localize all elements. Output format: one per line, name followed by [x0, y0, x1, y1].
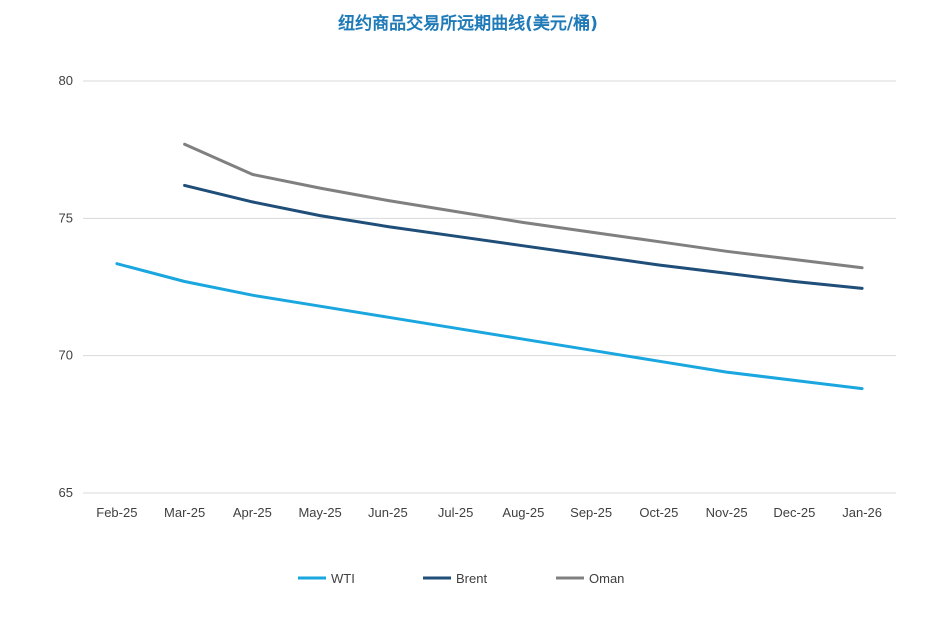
- x-axis-ticks: Feb-25 Mar-25 Apr-25 May-25 Jun-25 Jul-25 Aug-…: [96, 505, 882, 520]
- legend-label-brent: Brent: [456, 571, 487, 586]
- x-tick-label: Dec-25: [773, 505, 815, 520]
- x-tick-label: Nov-25: [706, 505, 748, 520]
- x-tick-label: Mar-25: [164, 505, 205, 520]
- x-tick-label: Jan-26: [842, 505, 882, 520]
- x-tick-label: Apr-25: [233, 505, 272, 520]
- x-tick-label: Feb-25: [96, 505, 137, 520]
- y-tick-label: 70: [59, 348, 73, 363]
- x-tick-label: Oct-25: [639, 505, 678, 520]
- x-tick-label: Jul-25: [438, 505, 473, 520]
- chart-title: 纽约商品交易所远期曲线(美元/桶): [338, 13, 598, 34]
- legend: WTI Brent Oman: [298, 571, 624, 586]
- series-lines: [115, 142, 864, 391]
- y-tick-label: 75: [59, 210, 73, 225]
- x-tick-label: May-25: [298, 505, 341, 520]
- y-tick-label: 65: [59, 485, 73, 500]
- series-line-oman: [183, 142, 864, 270]
- x-tick-label: Jun-25: [368, 505, 408, 520]
- x-tick-label: Sep-25: [570, 505, 612, 520]
- legend-label-oman: Oman: [589, 571, 624, 586]
- legend-label-wti: WTI: [331, 571, 355, 586]
- series-line-wti: [115, 262, 864, 391]
- series-line-brent: [183, 183, 864, 290]
- y-tick-label: 80: [59, 73, 73, 88]
- y-axis-ticks: 65 70 75 80: [59, 73, 73, 500]
- x-tick-label: Aug-25: [502, 505, 544, 520]
